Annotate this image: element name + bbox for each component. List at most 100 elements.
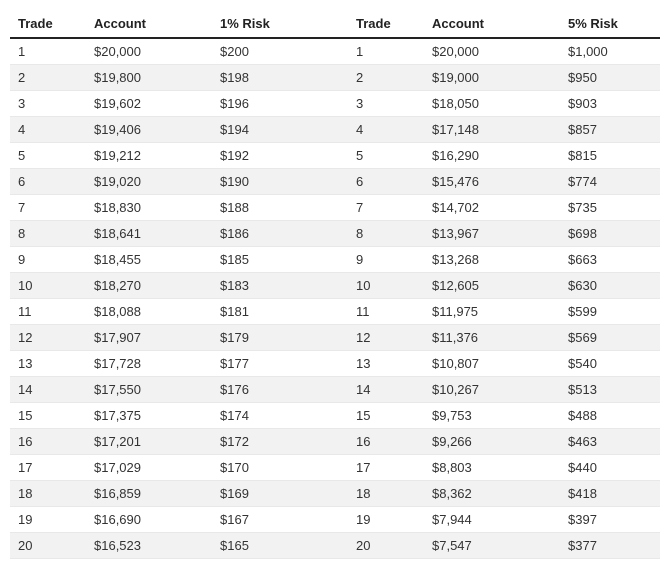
table-cell: $774 [560,169,660,195]
table-cell: $463 [560,429,660,455]
table-cell: $18,455 [86,247,212,273]
table-cell: $20,000 [86,38,212,65]
table-cell: 2 [348,65,424,91]
table-row: 12$17,907$17912$11,376$569 [10,325,660,351]
table-cell: $16,690 [86,507,212,533]
table-cell: $198 [212,65,348,91]
table-cell: $857 [560,117,660,143]
table-cell: $540 [560,351,660,377]
table-cell: $200 [212,38,348,65]
table-cell: 1 [10,38,86,65]
table-cell: $186 [212,221,348,247]
table-cell: $1,000 [560,38,660,65]
table-cell: $17,029 [86,455,212,481]
table-cell: 16 [10,429,86,455]
table-cell: 17 [10,455,86,481]
table-cell: $18,050 [424,91,560,117]
table-cell: $169 [212,481,348,507]
col-header-risk-5pct: 5% Risk [560,10,660,38]
col-header-account-right: Account [424,10,560,38]
table-cell: 12 [10,325,86,351]
table-cell: 13 [10,351,86,377]
table-cell: 8 [348,221,424,247]
table-cell: $179 [212,325,348,351]
table-cell: $174 [212,403,348,429]
table-cell: $17,148 [424,117,560,143]
table-cell: $950 [560,65,660,91]
table-cell: 6 [10,169,86,195]
table-cell: $185 [212,247,348,273]
table-row: 5$19,212$1925$16,290$815 [10,143,660,169]
table-cell: 10 [10,273,86,299]
table-cell: 11 [10,299,86,325]
table-row: 10$18,270$18310$12,605$630 [10,273,660,299]
table-cell: $19,000 [424,65,560,91]
table-cell: $11,975 [424,299,560,325]
table-body: 1$20,000$2001$20,000$1,0002$19,800$1982$… [10,38,660,559]
table-cell: $418 [560,481,660,507]
table-cell: 13 [348,351,424,377]
table-cell: $18,641 [86,221,212,247]
table-row: 1$20,000$2001$20,000$1,000 [10,38,660,65]
header-row: Trade Account 1% Risk Trade Account 5% R… [10,10,660,38]
table-cell: $19,602 [86,91,212,117]
table-cell: $167 [212,507,348,533]
table-cell: $17,907 [86,325,212,351]
col-header-account-left: Account [86,10,212,38]
table-row: 19$16,690$16719$7,944$397 [10,507,660,533]
table-cell: $183 [212,273,348,299]
col-header-risk-1pct: 1% Risk [212,10,348,38]
table-row: 7$18,830$1887$14,702$735 [10,195,660,221]
table-cell: $13,268 [424,247,560,273]
table-cell: $10,807 [424,351,560,377]
table-row: 13$17,728$17713$10,807$540 [10,351,660,377]
col-header-trade-left: Trade [10,10,86,38]
table-cell: $735 [560,195,660,221]
table-cell: $172 [212,429,348,455]
table-row: 2$19,800$1982$19,000$950 [10,65,660,91]
table-cell: $17,375 [86,403,212,429]
table-cell: 5 [348,143,424,169]
table-cell: $13,967 [424,221,560,247]
table-cell: $170 [212,455,348,481]
table-cell: $190 [212,169,348,195]
table-cell: $16,859 [86,481,212,507]
table-row: 9$18,455$1859$13,268$663 [10,247,660,273]
table-cell: $176 [212,377,348,403]
table-row: 11$18,088$18111$11,975$599 [10,299,660,325]
table-cell: 15 [348,403,424,429]
table-cell: 6 [348,169,424,195]
table-cell: $20,000 [424,38,560,65]
table-row: 4$19,406$1944$17,148$857 [10,117,660,143]
table-cell: 8 [10,221,86,247]
table-cell: $196 [212,91,348,117]
table-cell: $18,088 [86,299,212,325]
table-cell: 14 [10,377,86,403]
table-cell: $188 [212,195,348,221]
table-cell: 7 [348,195,424,221]
table-cell: 5 [10,143,86,169]
table-row: 14$17,550$17614$10,267$513 [10,377,660,403]
table-cell: $17,201 [86,429,212,455]
table-cell: $569 [560,325,660,351]
table-cell: $17,728 [86,351,212,377]
table-cell: $19,212 [86,143,212,169]
table-cell: $815 [560,143,660,169]
table-cell: $488 [560,403,660,429]
table-cell: 9 [10,247,86,273]
table-cell: 18 [10,481,86,507]
table-cell: $513 [560,377,660,403]
table-row: 18$16,859$16918$8,362$418 [10,481,660,507]
table-cell: $8,362 [424,481,560,507]
table-cell: 16 [348,429,424,455]
table-cell: $15,476 [424,169,560,195]
table-cell: $19,800 [86,65,212,91]
table-cell: $11,376 [424,325,560,351]
table-cell: $599 [560,299,660,325]
table-cell: 7 [10,195,86,221]
table-cell: $440 [560,455,660,481]
table-row: 8$18,641$1868$13,967$698 [10,221,660,247]
table-row: 15$17,375$17415$9,753$488 [10,403,660,429]
table-cell: 19 [10,507,86,533]
table-cell: $16,290 [424,143,560,169]
